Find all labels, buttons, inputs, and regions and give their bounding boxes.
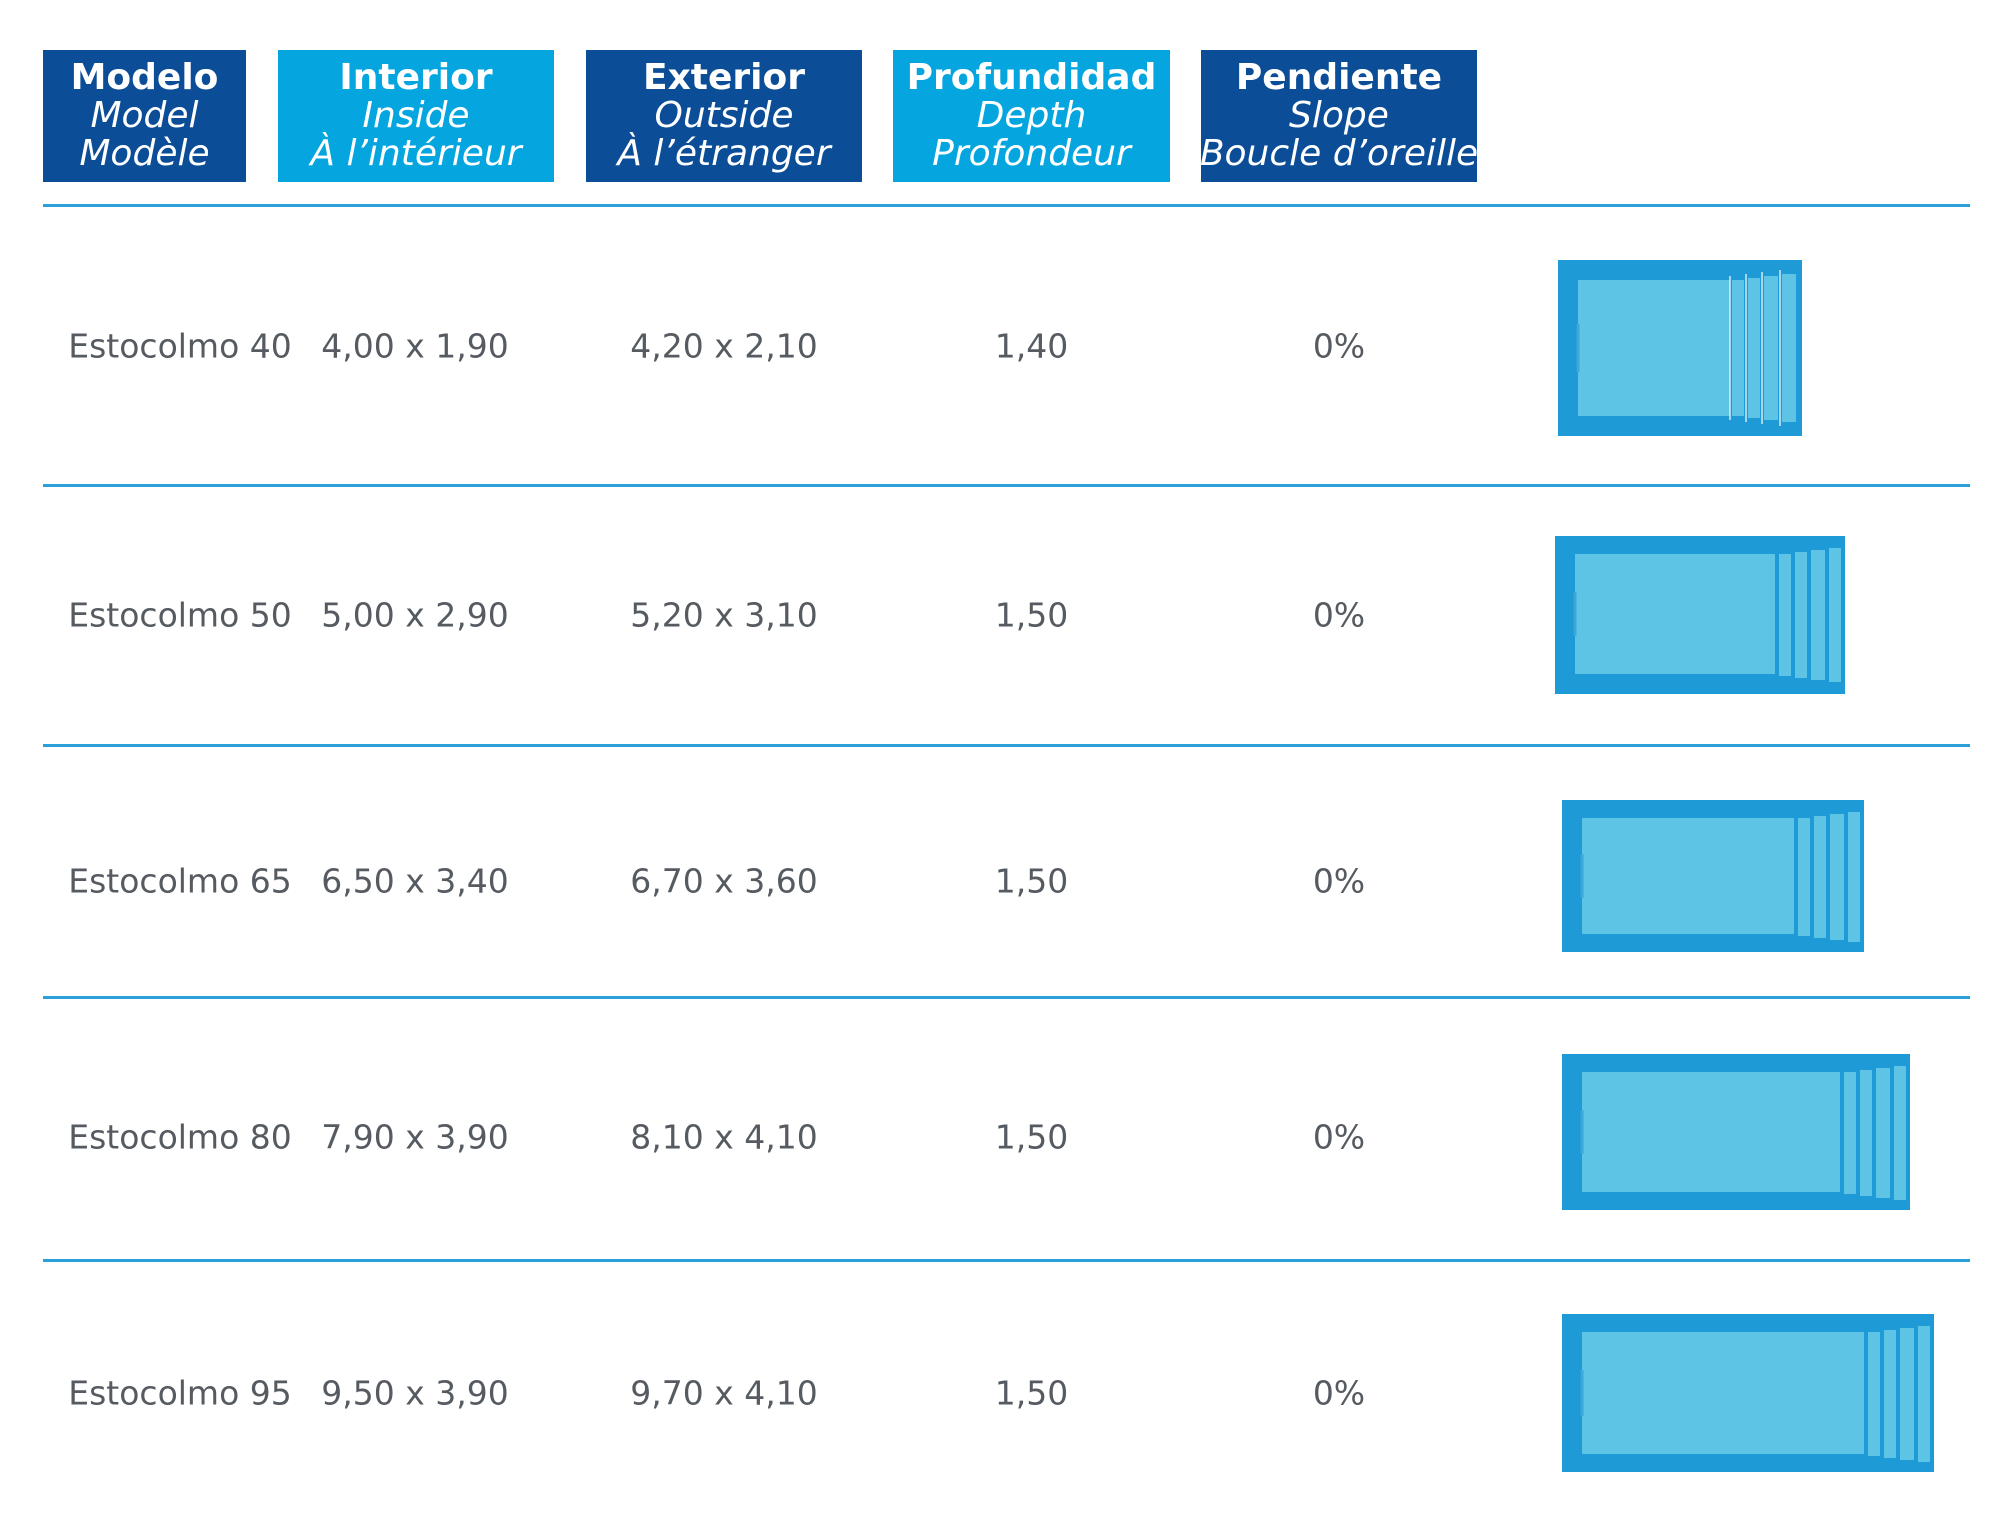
depth-cell: 1,40 (994, 326, 1069, 366)
model-cell: Estocolmo 95 (68, 1373, 292, 1413)
header-model: Modelo Model Modèle (43, 50, 246, 182)
model-cell: Estocolmo 40 (68, 326, 292, 366)
depth-cell: 1,50 (994, 1373, 1069, 1413)
row-divider (43, 996, 1970, 999)
outside-cell: 5,20 x 3,10 (630, 595, 818, 635)
header-depth-en: Depth (976, 95, 1087, 136)
slope-cell: 0% (1312, 326, 1366, 366)
inside-cell: 4,00 x 1,90 (321, 326, 509, 366)
header-slope-en: Slope (1289, 95, 1389, 136)
pool-diagram-image (1560, 798, 1866, 954)
inside-cell: 9,50 x 3,90 (321, 1373, 509, 1413)
outside-cell: 4,20 x 2,10 (630, 326, 818, 366)
header-inside-es: Interior (339, 57, 493, 98)
slope-cell: 0% (1312, 1117, 1366, 1157)
header-outside-fr: À l’étranger (617, 133, 831, 174)
depth-cell: 1,50 (994, 861, 1069, 901)
header-inside-fr: À l’intérieur (310, 133, 522, 174)
header-depth-fr: Profondeur (932, 133, 1131, 174)
row-divider (43, 1259, 1970, 1262)
header-model-es: Modelo (70, 57, 219, 98)
pool-diagram-image (1560, 1312, 1936, 1474)
header-outside: Exterior Outside À l’étranger (586, 50, 862, 182)
inside-cell: 6,50 x 3,40 (321, 861, 509, 901)
header-depth: Profundidad Depth Profondeur (893, 50, 1170, 182)
row-divider (43, 204, 1970, 207)
header-inside: Interior Inside À l’intérieur (278, 50, 554, 182)
model-cell: Estocolmo 50 (68, 595, 292, 635)
slope-cell: 0% (1312, 595, 1366, 635)
slope-cell: 0% (1312, 1373, 1366, 1413)
pool-diagram-image (1560, 1052, 1912, 1212)
pool-diagram-image (1553, 534, 1847, 696)
row-divider (43, 744, 1970, 747)
header-slope-fr: Boucle d’oreille (1199, 133, 1479, 174)
header-depth-es: Profundidad (906, 57, 1157, 98)
model-cell: Estocolmo 65 (68, 861, 292, 901)
depth-cell: 1,50 (994, 595, 1069, 635)
model-cell: Estocolmo 80 (68, 1117, 292, 1157)
outside-cell: 9,70 x 4,10 (630, 1373, 818, 1413)
outside-cell: 6,70 x 3,60 (630, 861, 818, 901)
header-inside-en: Inside (362, 95, 470, 136)
header-slope: Pendiente Slope Boucle d’oreille (1199, 50, 1479, 182)
row-divider (43, 484, 1970, 487)
outside-cell: 8,10 x 4,10 (630, 1117, 818, 1157)
inside-cell: 7,90 x 3,90 (321, 1117, 509, 1157)
header-model-en: Model (90, 95, 199, 136)
header-outside-en: Outside (654, 95, 794, 136)
pool-diagram-image (1556, 258, 1804, 438)
header-slope-es: Pendiente (1235, 57, 1443, 98)
header-outside-es: Exterior (642, 57, 806, 98)
inside-cell: 5,00 x 2,90 (321, 595, 509, 635)
slope-cell: 0% (1312, 861, 1366, 901)
header-model-fr: Modèle (79, 133, 210, 174)
depth-cell: 1,50 (994, 1117, 1069, 1157)
